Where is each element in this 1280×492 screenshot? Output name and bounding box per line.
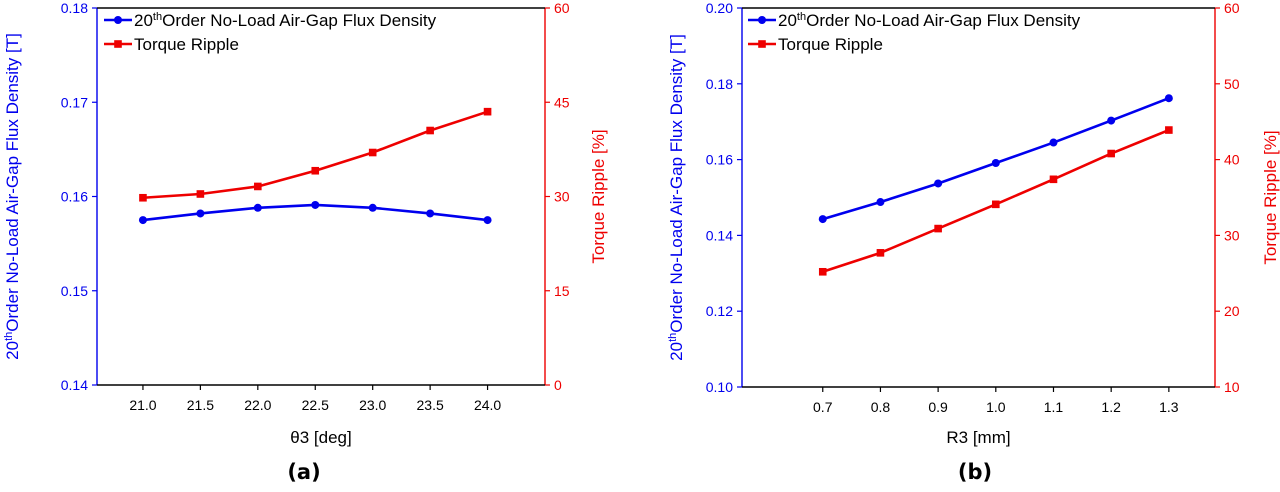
legend-swatch-marker <box>114 40 122 48</box>
y-left-axis-label-pre: 20 <box>3 341 22 360</box>
x-tick-label: 21.0 <box>129 397 156 413</box>
x-tick-label: 0.8 <box>871 399 891 415</box>
flux-density-point <box>1107 116 1116 125</box>
torque-ripple-point <box>992 200 1000 209</box>
flux-density-point <box>253 203 262 212</box>
y-right-tick-label: 50 <box>1224 76 1240 92</box>
torque-ripple-point <box>311 166 320 175</box>
y-left-tick-label: 0.16 <box>706 152 733 168</box>
flux-density-point <box>138 216 147 225</box>
y-right-tick-label: 30 <box>1224 227 1240 243</box>
legend-entry-flux: 20thOrder No-Load Air-Gap Flux Density <box>134 11 437 30</box>
y-right-axis-label: Torque Ripple [%] <box>1261 130 1280 264</box>
legend-entry-ripple-pre: Torque Ripple <box>778 35 883 54</box>
y-left-axis-label: 20thOrder No-Load Air-Gap Flux Density [… <box>667 34 686 361</box>
y-right-tick-label: 45 <box>554 94 570 110</box>
flux-density-point <box>1049 138 1058 147</box>
torque-ripple-line <box>142 110 488 200</box>
flux-density-point <box>1164 94 1173 103</box>
legend-swatch-marker <box>758 16 766 24</box>
legend-swatch-marker <box>114 16 122 24</box>
flux-density-point <box>483 216 492 225</box>
x-tick-label: 22.0 <box>244 397 271 413</box>
flux-density-point <box>818 215 827 224</box>
x-tick-label: 1.0 <box>986 399 1006 415</box>
legend-swatch-marker <box>758 40 766 48</box>
x-axis-label: R3 [mm] <box>946 428 1010 447</box>
x-tick-label: 22.5 <box>302 397 329 413</box>
legend-entry-flux-post: Order No-Load Air-Gap Flux Density <box>162 11 436 30</box>
x-tick-label: 23.0 <box>359 397 386 413</box>
legend-entry-flux-pre: 20 <box>134 11 153 30</box>
flux-density-point <box>934 179 943 188</box>
y-left-tick-label: 0.12 <box>706 303 733 319</box>
panel-label: (a) <box>287 460 320 484</box>
torque-ripple-point <box>368 148 377 157</box>
x-tick-label: 1.2 <box>1101 399 1121 415</box>
torque-ripple-point <box>426 126 434 135</box>
y-right-tick-label: 30 <box>554 189 570 205</box>
y-right-tick-label: 60 <box>554 0 570 16</box>
flux-density-point <box>991 159 1000 168</box>
y-left-axis-label: 20thOrder No-Load Air-Gap Flux Density [… <box>3 33 22 360</box>
y-left-axis-label-sup: th <box>667 333 679 342</box>
y-left-tick-label: 0.16 <box>61 189 88 205</box>
torque-ripple-point <box>818 267 827 276</box>
y-left-tick-label: 0.14 <box>706 227 733 243</box>
y-left-tick-label: 0.10 <box>706 379 733 395</box>
x-tick-label: 1.1 <box>1044 399 1064 415</box>
y-left-axis-label-pre: 20 <box>667 342 686 361</box>
y-left-tick-label: 0.14 <box>61 377 88 393</box>
torque-ripple-point <box>1049 175 1058 184</box>
legend-entry-flux-pre: 20 <box>778 11 797 30</box>
y-right-tick-label: 0 <box>554 377 562 393</box>
y-left-tick-label: 0.18 <box>61 0 88 16</box>
torque-ripple-point <box>196 190 205 198</box>
y-left-axis-label-sup: th <box>3 332 15 341</box>
legend-entry-ripple-pre: Torque Ripple <box>134 35 239 54</box>
x-tick-label: 0.7 <box>813 399 833 415</box>
y-right-tick-label: 15 <box>554 283 570 299</box>
torque-ripple-point <box>1165 126 1173 134</box>
x-tick-label: 24.0 <box>474 397 501 413</box>
flux-density-point <box>426 209 435 218</box>
x-tick-label: 0.9 <box>928 399 948 415</box>
torque-ripple-point <box>254 182 262 191</box>
flux-density-point <box>876 198 885 207</box>
y-left-axis-label-post: Order No-Load Air-Gap Flux Density [T] <box>667 34 686 333</box>
legend-entry-flux-post: Order No-Load Air-Gap Flux Density <box>806 11 1080 30</box>
torque-ripple-point <box>934 224 942 233</box>
x-tick-label: 21.5 <box>187 397 214 413</box>
torque-ripple-point <box>483 107 492 116</box>
torque-ripple-point <box>139 193 147 202</box>
chart-panel-b: 0.7 0.8 0.9 1.0 1.1 1.2 1.3 0.10 0.12 0.14 0.16 0.1… <box>667 0 1280 484</box>
flux-density-point <box>311 200 320 209</box>
y-left-tick-label: 0.18 <box>706 76 733 92</box>
y-left-tick-label: 0.15 <box>61 283 88 299</box>
x-tick-label: 1.3 <box>1159 399 1179 415</box>
y-right-tick-label: 10 <box>1224 379 1240 395</box>
panel-label: (b) <box>958 460 992 484</box>
x-axis-label: θ3 [deg] <box>290 428 351 447</box>
legend-entry-flux: 20thOrder No-Load Air-Gap Flux Density <box>778 11 1081 30</box>
legend-entry-ripple: Torque Ripple <box>134 35 239 54</box>
torque-ripple-point <box>876 249 885 257</box>
y-left-tick-label: 0.20 <box>706 0 733 16</box>
y-left-tick-label: 0.17 <box>61 94 88 110</box>
legend-entry-flux-sup: th <box>153 11 162 23</box>
y-right-tick-label: 40 <box>1224 152 1240 168</box>
chart-panel-a: 21.0 21.5 22.0 22.5 23.0 23.5 24.0 0.14 0.15 0.16… <box>3 0 608 484</box>
flux-density-point <box>368 203 377 212</box>
y-right-axis-label: Torque Ripple [%] <box>589 129 608 263</box>
torque-ripple-point <box>1107 149 1115 158</box>
y-right-tick-label: 20 <box>1224 303 1240 319</box>
x-tick-label: 23.5 <box>417 397 444 413</box>
y-right-tick-label: 60 <box>1224 0 1240 16</box>
flux-density-point <box>196 209 205 218</box>
legend-entry-ripple: Torque Ripple <box>778 35 883 54</box>
y-left-axis-label-post: Order No-Load Air-Gap Flux Density [T] <box>3 33 22 332</box>
legend-entry-flux-sup: th <box>797 11 806 23</box>
